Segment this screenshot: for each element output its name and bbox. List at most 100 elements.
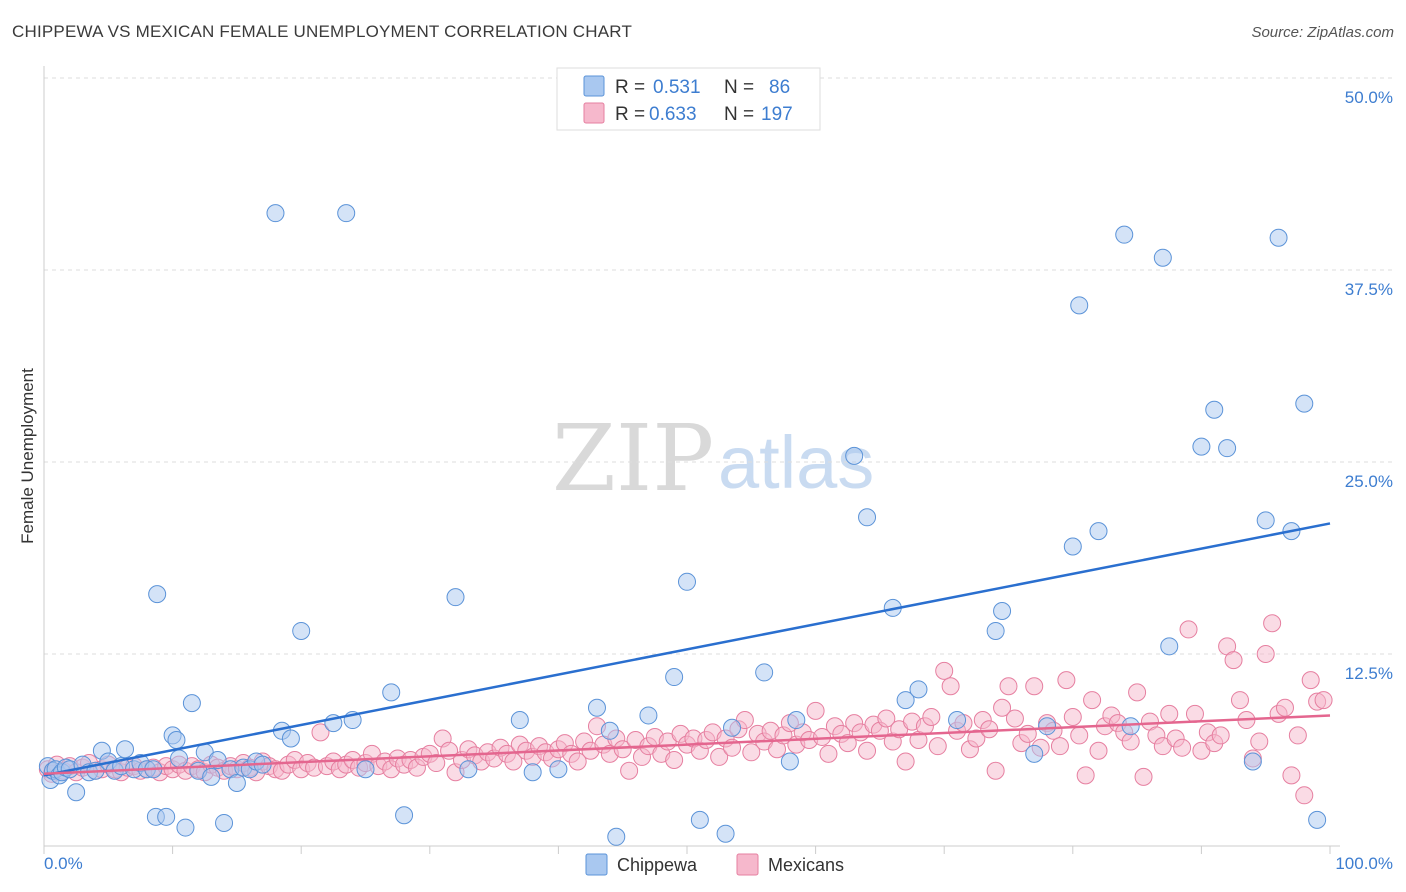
legend-swatch-mexicans [583, 102, 605, 124]
chippewa-point-32 [208, 750, 227, 769]
x-tick-labels: 0.0% 100.0% [44, 854, 1393, 873]
mexicans-point-194 [1282, 766, 1301, 785]
chippewa-point-84 [1192, 437, 1211, 456]
chippewa-point-70 [896, 691, 915, 710]
chippewa-point-31 [202, 767, 221, 786]
chippewa-point-54 [549, 760, 568, 779]
legend-n-value-mexicans: 197 [761, 104, 793, 125]
mexicans-point-138 [922, 707, 941, 726]
chippewa-point-27 [176, 818, 195, 837]
chippewa-point-56 [600, 721, 619, 740]
legend-r-value-chippewa: 0.531 [653, 77, 701, 98]
mexicans-point-189 [1250, 732, 1269, 751]
chippewa-point-79 [1089, 522, 1108, 541]
x-tick-label-max: 100.0% [1335, 854, 1393, 873]
mexicans-point-199 [1314, 691, 1333, 710]
mexicans-point-134 [896, 752, 915, 771]
chippewa-point-80 [1115, 225, 1134, 244]
chippewa-point-60 [678, 572, 696, 591]
y-axis-title: Female Unemployment [18, 368, 37, 544]
legend-r-label-mexicans: R = [615, 104, 645, 125]
y-tick-label-0: 12.5% [1345, 664, 1393, 683]
mexicans-point-154 [1025, 677, 1044, 696]
chippewa-point-63 [723, 718, 742, 737]
bottom-legend-label-mexicans: Mexicans [768, 855, 844, 875]
chippewa-point-58 [639, 706, 658, 725]
mexicans-point-151 [1005, 709, 1024, 728]
chippewa-point-92 [1308, 810, 1327, 829]
chippewa-point-43 [292, 621, 311, 640]
mexicans-point-197 [1301, 671, 1320, 690]
legend-r-value-mexicans: 0.633 [649, 104, 697, 125]
chippewa-point-50 [446, 588, 465, 607]
mexicans-point-148 [986, 761, 1005, 780]
mexicans-point-178 [1179, 620, 1198, 639]
y-tick-label-3: 50.0% [1345, 88, 1393, 107]
chippewa-points [38, 204, 1327, 846]
chippewa-point-78 [1070, 296, 1089, 315]
chippewa-point-25 [167, 731, 186, 750]
legend-r-label-chippewa: R = [615, 77, 645, 98]
bottom-legend-swatch-mexicans [736, 853, 759, 876]
watermark: ZIP atlas [552, 405, 874, 512]
chippewa-point-85 [1205, 400, 1224, 419]
grid [44, 77, 1393, 655]
mexicans-point-170 [1128, 683, 1147, 702]
legend-n-label-mexicans: N = [724, 104, 754, 125]
mexicans-point-139 [928, 737, 947, 756]
chart-title: CHIPPEWA VS MEXICAN FEMALE UNEMPLOYMENT … [12, 22, 633, 41]
mexicans-point-196 [1295, 786, 1314, 805]
mexicans-point-183 [1211, 726, 1230, 745]
chippewa-point-86 [1218, 439, 1237, 458]
chippewa-point-35 [227, 774, 246, 793]
chippewa-point-73 [986, 621, 1005, 640]
chippewa-point-89 [1269, 228, 1288, 247]
mexicans-point-171 [1134, 767, 1153, 786]
chippewa-point-45 [337, 204, 356, 223]
chippewa-point-51 [459, 760, 478, 779]
mexicans-point-164 [1089, 741, 1108, 760]
y-tick-label-2: 37.5% [1345, 280, 1393, 299]
chippewa-point-42 [281, 729, 300, 748]
chippewa-point-23 [157, 807, 176, 826]
mexicans-point-162 [1076, 766, 1095, 785]
chippewa-point-62 [716, 824, 735, 843]
chippewa-point-68 [858, 508, 877, 527]
mexicans-point-147 [980, 720, 999, 739]
chippewa-point-49 [395, 806, 414, 825]
chippewa-point-16 [116, 740, 135, 759]
mexicans-point-193 [1275, 698, 1294, 717]
y-tick-labels: 12.5% 25.0% 37.5% 50.0% [1345, 88, 1393, 683]
chippewa-point-67 [845, 446, 864, 465]
chippewa-point-83 [1160, 637, 1179, 656]
mexicans-point-83 [568, 752, 587, 771]
mexicans-point-175 [1160, 704, 1179, 723]
chippewa-point-82 [1153, 248, 1172, 267]
mexicans-point-120 [806, 701, 825, 720]
mexicans-point-190 [1256, 645, 1275, 663]
chippewa-point-65 [780, 752, 799, 771]
chippewa-point-52 [510, 711, 529, 730]
chippewa-point-53 [523, 763, 542, 782]
mexicans-point-158 [1050, 737, 1069, 756]
chippewa-point-81 [1121, 717, 1140, 736]
chippewa-point-47 [356, 760, 375, 779]
mexicans-point-140 [935, 661, 954, 680]
axes [43, 66, 1340, 854]
chippewa-point-55 [587, 698, 606, 717]
mexicans-point-91 [620, 761, 639, 780]
mexicans-point-61 [427, 754, 446, 773]
mexicans-point-186 [1230, 691, 1249, 710]
chippewa-point-57 [607, 827, 626, 846]
mexicans-point-125 [838, 734, 857, 753]
chippewa-point-61 [690, 810, 709, 829]
mexicans-point-169 [1121, 732, 1140, 751]
chippewa-point-66 [787, 711, 806, 730]
mexicans-trendline [43, 714, 1331, 776]
mexicans-point-195 [1288, 726, 1307, 745]
chippewa-point-33 [215, 813, 234, 832]
chippewa-point-72 [948, 711, 967, 730]
mexicans-point-110 [742, 743, 761, 762]
bottom-legend-swatch-chippewa [585, 853, 608, 876]
